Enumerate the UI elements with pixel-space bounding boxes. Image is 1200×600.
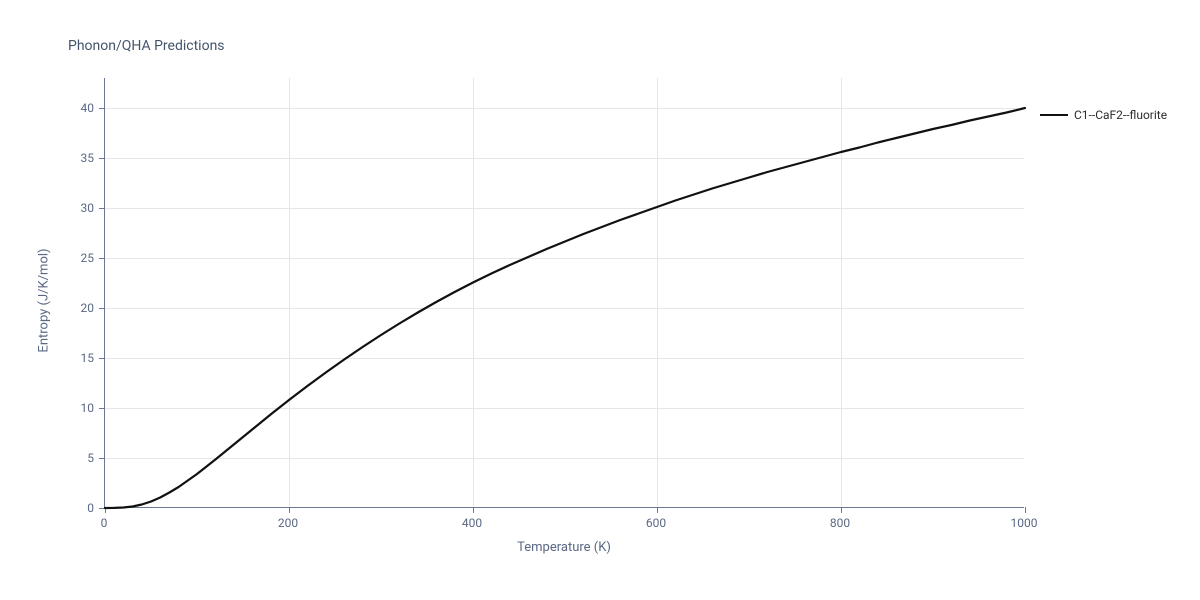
series-svg xyxy=(105,78,1025,508)
series-line xyxy=(105,108,1025,508)
y-tick-label: 5 xyxy=(87,451,94,465)
plot-area xyxy=(104,78,1024,508)
x-tick-label: 800 xyxy=(830,516,850,530)
x-tick-label: 1000 xyxy=(1011,516,1038,530)
y-tick-label: 15 xyxy=(81,351,95,365)
y-tick-label: 30 xyxy=(81,201,95,215)
legend: C1--CaF2--fluorite xyxy=(1040,108,1167,122)
x-axis-label: Temperature (K) xyxy=(517,540,611,555)
y-tick-label: 40 xyxy=(81,101,95,115)
legend-label: C1--CaF2--fluorite xyxy=(1074,108,1167,122)
x-tick-label: 600 xyxy=(646,516,666,530)
x-tick-label: 0 xyxy=(101,516,108,530)
y-tick-label: 0 xyxy=(87,501,94,515)
y-tick-label: 20 xyxy=(81,301,95,315)
chart-title: Phonon/QHA Predictions xyxy=(68,38,225,54)
x-tick-label: 200 xyxy=(278,516,298,530)
y-tick-label: 35 xyxy=(81,151,95,165)
y-tick-label: 25 xyxy=(81,251,95,265)
y-tick-label: 10 xyxy=(81,401,95,415)
x-tick-label: 400 xyxy=(462,516,482,530)
legend-swatch xyxy=(1040,114,1068,116)
x-tick xyxy=(1025,507,1026,513)
y-axis-label: Entropy (J/K/mol) xyxy=(37,248,52,352)
